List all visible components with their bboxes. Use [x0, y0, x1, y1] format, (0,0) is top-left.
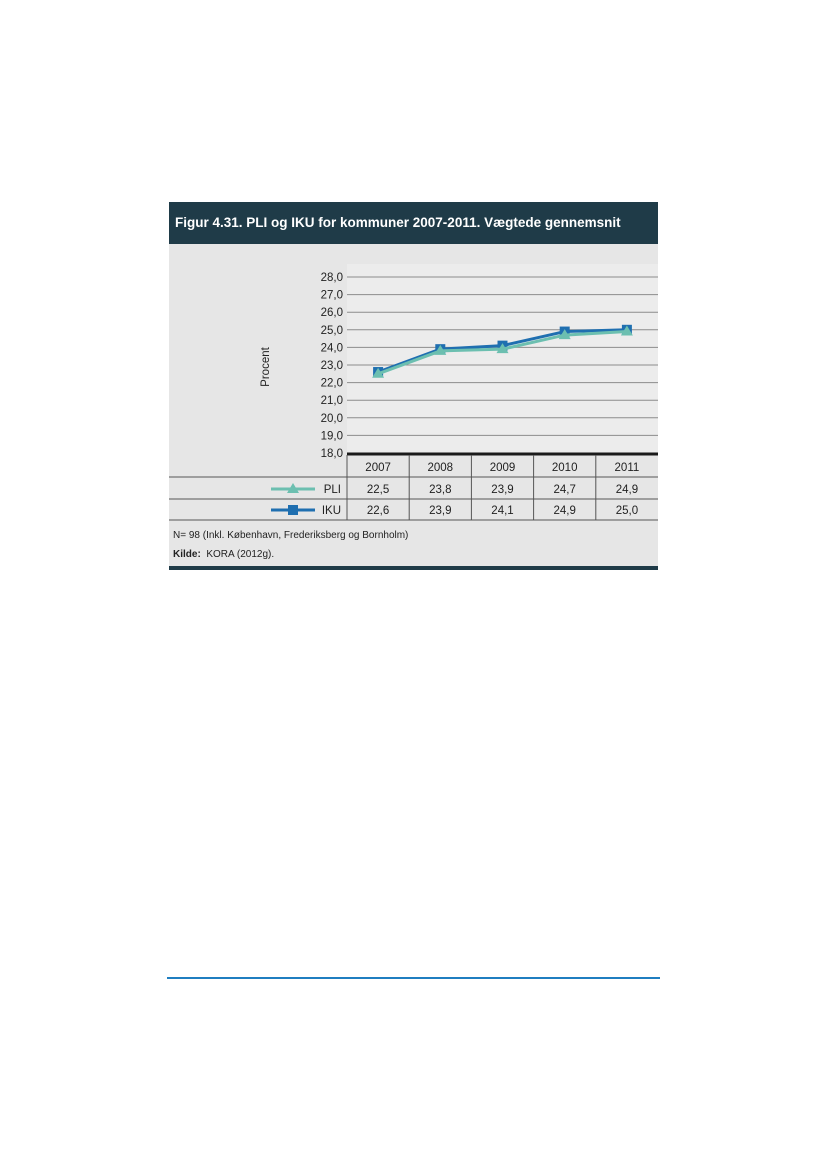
data-point: [434, 344, 447, 355]
y-tick-label: 28,0: [321, 272, 343, 284]
source-label: Kilde:: [173, 549, 201, 560]
figure-title-bar: Figur 4.31. PLI og IKU for kommuner 2007…: [169, 202, 658, 244]
source-line: Kilde: KORA (2012g).: [173, 545, 408, 564]
y-axis-label: Procent: [260, 346, 272, 386]
x-tick-label: 2010: [552, 462, 578, 474]
data-label: 24,9: [554, 505, 576, 517]
y-tick-label: 24,0: [321, 342, 343, 354]
data-point: [558, 329, 571, 340]
y-tick-label: 22,0: [321, 378, 343, 390]
data-label: 25,0: [616, 505, 638, 517]
data-point: [496, 343, 509, 354]
legend-marker: [288, 505, 298, 515]
data-label: 24,7: [554, 484, 576, 496]
x-tick-label: 2009: [490, 462, 516, 474]
data-point: [372, 367, 385, 378]
sample-note: N= 98 (Inkl. København, Frederiksberg og…: [173, 530, 409, 541]
data-label: 23,9: [429, 505, 451, 517]
line-chart: 18,0 19,0 20,0 21,0 22,0 23,0 24,0 25,0 26,0 27,0…: [169, 264, 658, 521]
data-label: 24,1: [491, 505, 513, 517]
data-label: 23,9: [491, 484, 513, 496]
y-tick-label: 18,0: [321, 448, 343, 460]
x-tick-label: 2007: [365, 462, 391, 474]
legend-label: PLI: [324, 484, 341, 496]
data-point: [620, 325, 633, 336]
y-tick-label: 23,0: [321, 360, 343, 372]
data-label: 22,5: [367, 484, 389, 496]
data-label: 24,9: [616, 484, 638, 496]
y-tick-label: 27,0: [321, 290, 343, 302]
y-tick-label: 21,0: [321, 395, 343, 407]
figure-title: Figur 4.31. PLI og IKU for kommuner 2007…: [175, 215, 621, 230]
plot-area: [347, 264, 658, 454]
data-label: 23,8: [429, 484, 451, 496]
page-bottom-rule: [167, 977, 660, 979]
figure-panel: Figur 4.31. PLI og IKU for kommuner 2007…: [169, 202, 658, 570]
y-tick-label: 20,0: [321, 413, 343, 425]
figure-notes: N= 98 (Inkl. København, Frederiksberg og…: [173, 526, 408, 564]
x-tick-label: 2011: [615, 462, 640, 474]
x-tick-label: 2008: [428, 462, 454, 474]
legend-label: IKU: [322, 505, 341, 517]
source-text: KORA (2012g).: [206, 549, 275, 560]
y-tick-label: 19,0: [321, 430, 343, 442]
y-tick-label: 25,0: [321, 325, 343, 337]
data-label: 22,6: [367, 505, 389, 517]
y-tick-label: 26,0: [321, 307, 343, 319]
legend-marker: [287, 483, 299, 493]
